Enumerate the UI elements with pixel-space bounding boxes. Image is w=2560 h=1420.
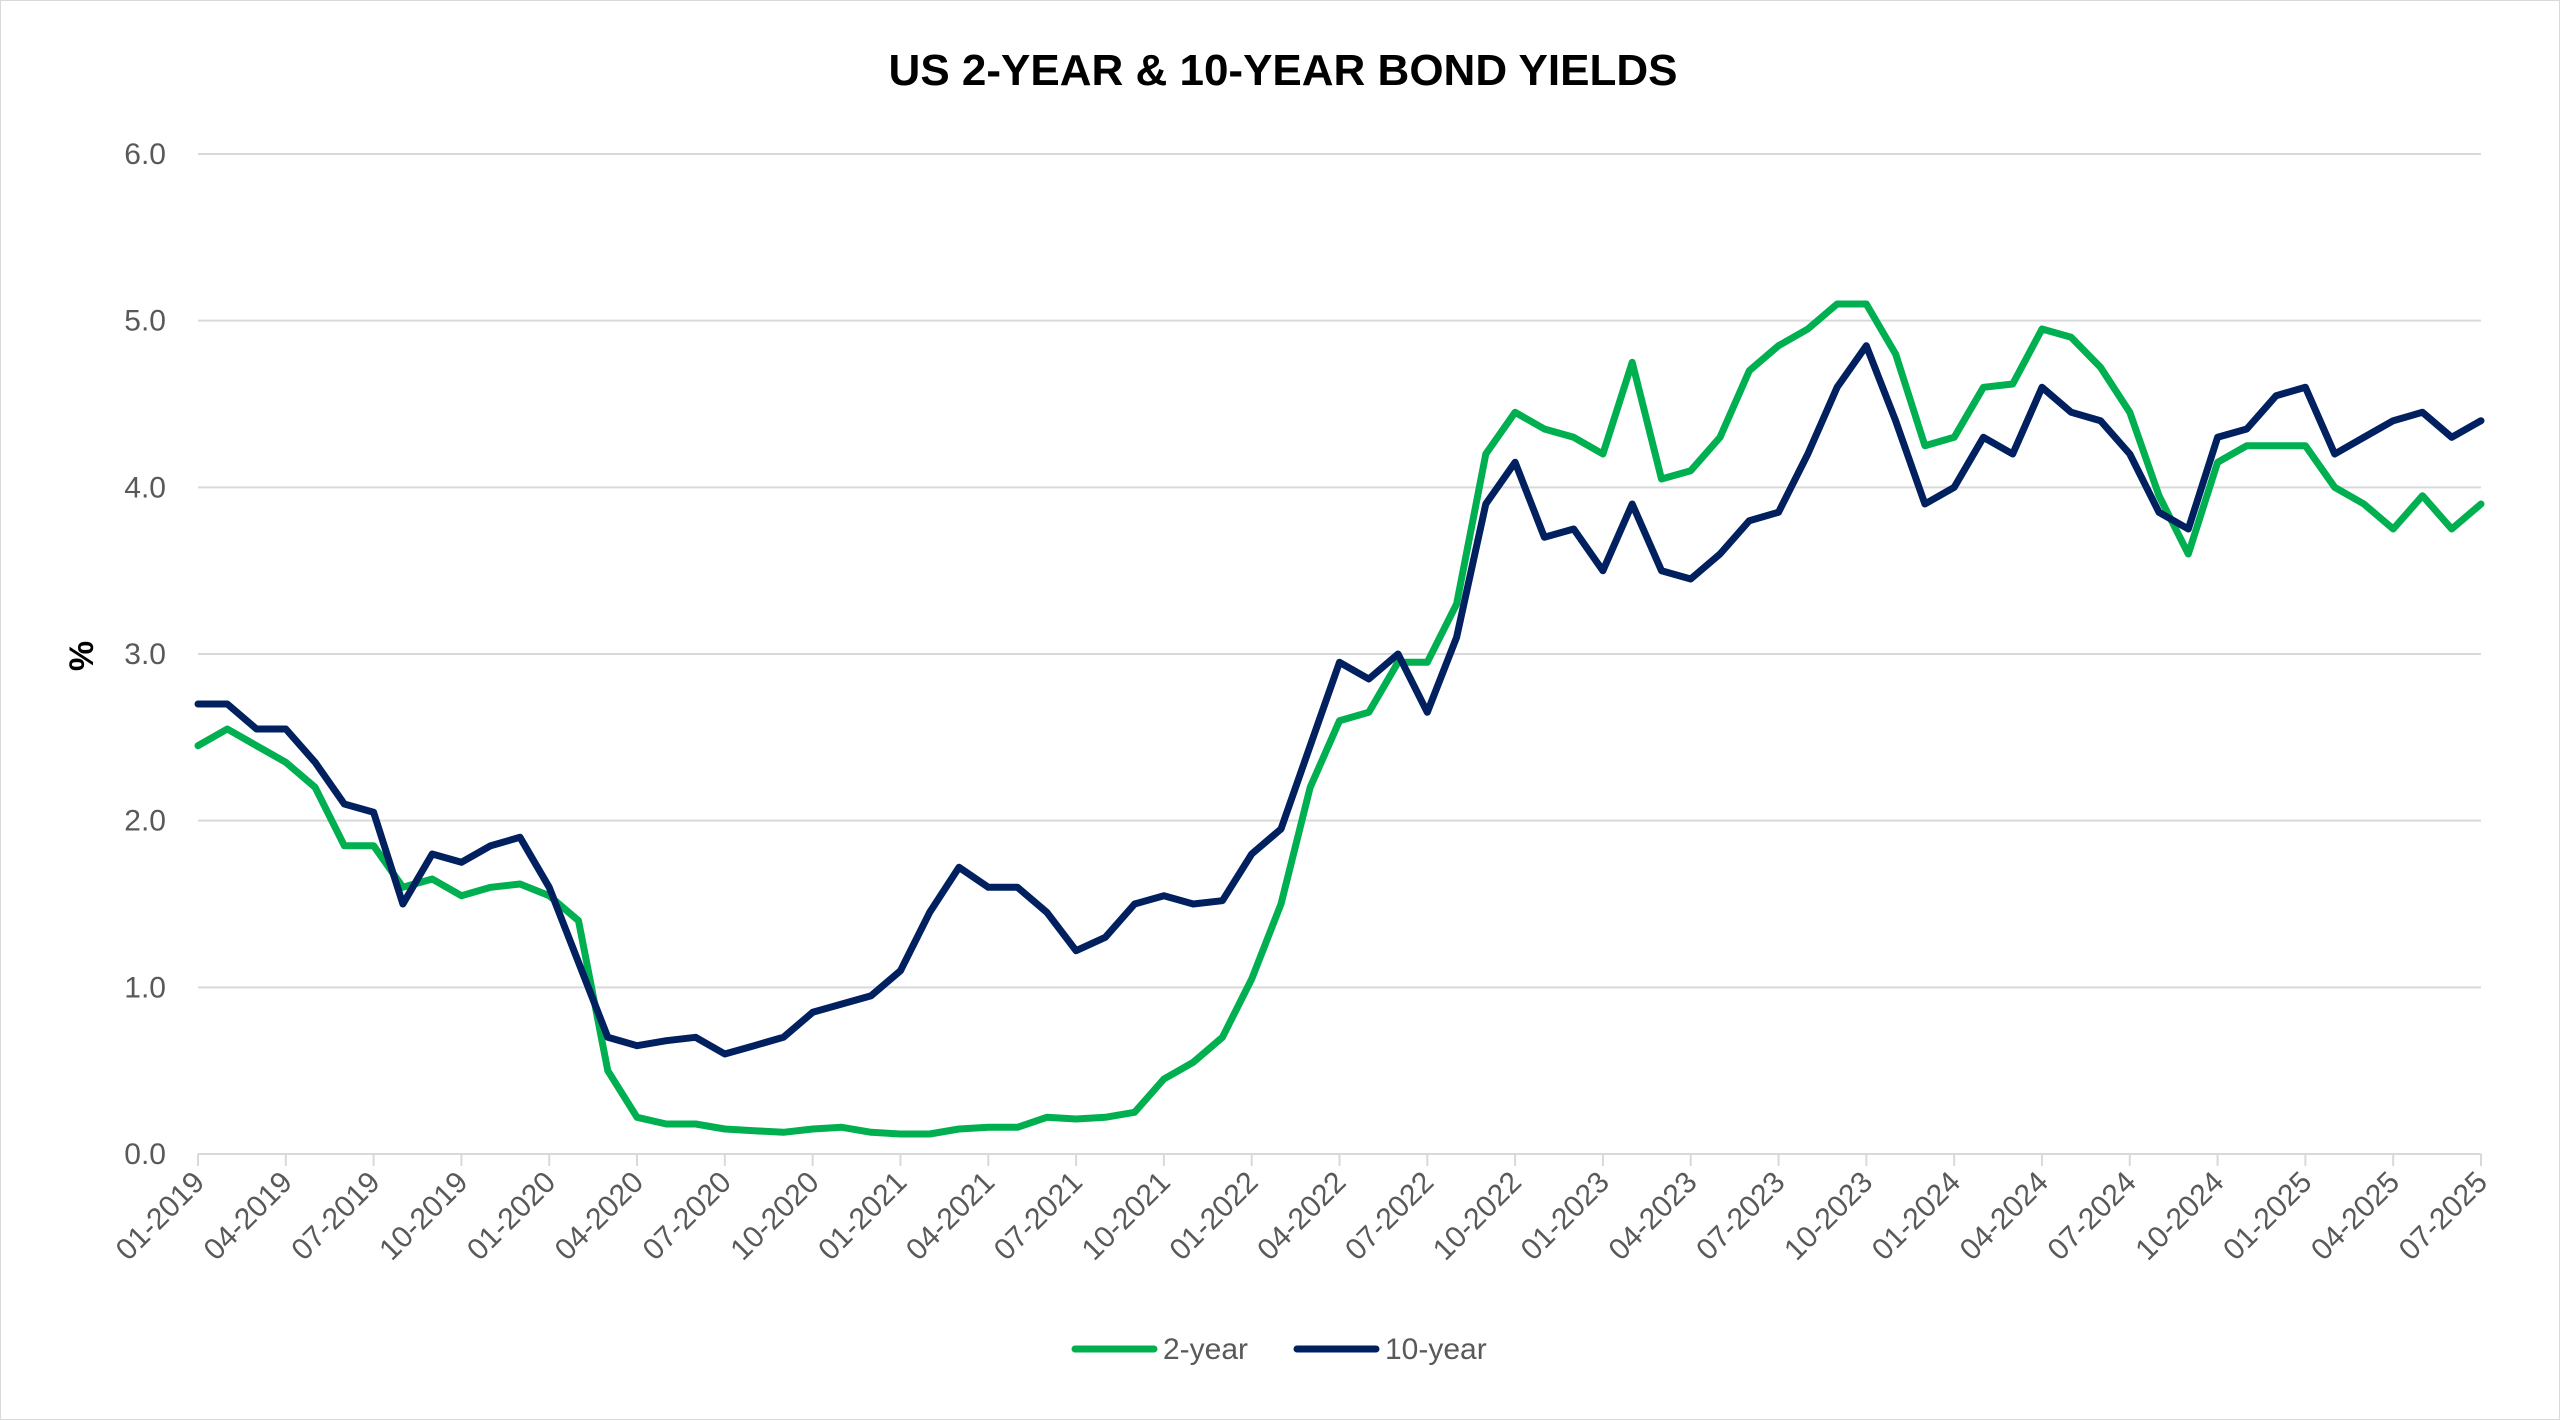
y-tick-label: 0.0	[124, 1138, 166, 1171]
x-tick-label: 01-2019	[110, 1166, 211, 1267]
chart-title: US 2-YEAR & 10-YEAR BOND YIELDS	[889, 46, 1678, 95]
x-tick-label: 01-2021	[812, 1166, 913, 1267]
x-tick-label: 07-2019	[285, 1166, 386, 1267]
x-tick-label: 04-2023	[1602, 1166, 1703, 1267]
x-tick-label: 10-2023	[1778, 1166, 1879, 1267]
series-line-ten-year	[194, 342, 2485, 1058]
legend: 2-year 10-year	[1071, 1333, 1487, 1366]
x-tick-label: 01-2022	[1163, 1166, 1264, 1267]
x-tick-label: 10-2020	[724, 1166, 825, 1267]
y-tick-label: 4.0	[124, 471, 166, 504]
x-tick-label: 07-2023	[1690, 1166, 1791, 1267]
y-axis-tick-labels: 0.0 1.0 2.0 3.0 4.0 5.0 6.0	[124, 138, 166, 1171]
legend-label: 2-year	[1163, 1333, 1248, 1366]
x-axis: 01-201904-201907-201910-201901-202004-20…	[110, 1153, 2494, 1267]
legend-label: 10-year	[1385, 1333, 1487, 1366]
y-tick-label: 1.0	[124, 971, 166, 1004]
x-tick-label: 07-2021	[988, 1166, 1089, 1267]
x-tick-label: 04-2024	[1954, 1166, 2055, 1267]
x-tick-label: 04-2022	[1251, 1166, 1352, 1267]
series-lines	[194, 300, 2485, 1138]
x-tick-label: 04-2020	[549, 1166, 650, 1267]
x-tick-label: 01-2020	[461, 1166, 562, 1267]
x-tick-label: 04-2025	[2305, 1166, 2406, 1267]
x-tick-label: 07-2024	[2042, 1166, 2143, 1267]
x-tick-label: 04-2019	[198, 1166, 299, 1267]
x-tick-label: 10-2024	[2129, 1166, 2230, 1267]
series-line-two-year	[194, 300, 2485, 1138]
y-axis-title: %	[63, 641, 101, 671]
x-tick-label: 07-2025	[2393, 1166, 2494, 1267]
y-tick-label: 3.0	[124, 638, 166, 671]
x-tick-label: 10-2021	[1076, 1166, 1177, 1267]
x-tick-label: 04-2021	[900, 1166, 1001, 1267]
x-tick-label: 10-2022	[1427, 1166, 1528, 1267]
y-tick-label: 6.0	[124, 138, 166, 171]
gridlines	[198, 153, 2481, 1155]
x-tick-label: 01-2023	[1515, 1166, 1616, 1267]
x-tick-label: 01-2024	[1866, 1166, 1967, 1267]
x-tick-label: 07-2020	[637, 1166, 738, 1267]
y-tick-label: 5.0	[124, 305, 166, 338]
x-tick-label: 07-2022	[1339, 1166, 1440, 1267]
x-tick-label: 01-2025	[2217, 1166, 2318, 1267]
y-tick-label: 2.0	[124, 805, 166, 838]
x-tick-label: 10-2019	[373, 1166, 474, 1267]
